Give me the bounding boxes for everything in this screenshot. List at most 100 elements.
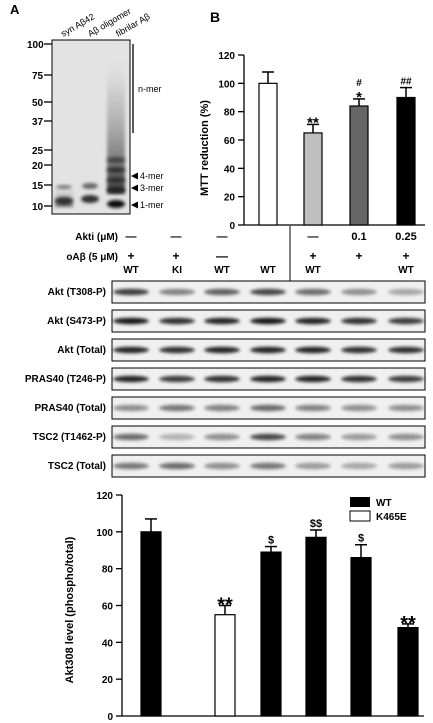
blot-band <box>341 375 377 383</box>
mtt-y-tick-label: 80 <box>224 108 236 119</box>
oab-value: + <box>172 249 179 263</box>
akt-y-tick-label: 20 <box>102 675 114 686</box>
blot-band <box>388 433 424 441</box>
blot-band <box>204 433 240 441</box>
blot-band <box>204 288 240 296</box>
akt-y-tick-label: 120 <box>96 491 113 502</box>
treatment-cells: — — — — 0.1 0.25 + + — + + + WT KI WT WT WT WT <box>123 231 416 276</box>
panel-b-label: B <box>210 9 220 25</box>
oab-label: oAβ (5 μM) <box>66 252 118 263</box>
blot-band <box>341 404 377 412</box>
blot-band <box>295 288 331 296</box>
mtt-significance: # <box>356 78 362 89</box>
akt-significance: $ <box>268 535 274 547</box>
oab-value: + <box>309 249 316 263</box>
oab-value: + <box>402 249 409 263</box>
gel-marker: 75 <box>32 71 44 82</box>
blot-band <box>388 317 424 325</box>
blot-band <box>250 404 286 412</box>
fibrillar-smear <box>107 44 125 194</box>
blot-band <box>295 317 331 325</box>
blot-band <box>113 317 149 325</box>
arrow-icon <box>131 172 138 180</box>
genotype-value: WT <box>260 265 276 276</box>
akt-y-tick-label: 40 <box>102 638 114 649</box>
legend-swatch <box>350 497 370 507</box>
genotype-value: WT <box>398 265 414 276</box>
akt-significance: $ <box>358 533 364 545</box>
akti-value: — <box>171 231 182 243</box>
akt-bar <box>350 557 372 717</box>
blot-band <box>250 462 286 470</box>
blot-band <box>113 404 149 412</box>
mtt-y-tick-label: 120 <box>218 51 235 62</box>
blot-label: Akt (S473-P) <box>47 316 106 327</box>
blot-band <box>341 288 377 296</box>
legend-label: K465E <box>376 512 407 523</box>
band-label: 3-mer <box>140 183 164 193</box>
akti-label: Akti (μM) <box>75 232 118 243</box>
genotype-value: WT <box>214 265 230 276</box>
blot-label: PRAS40 (Total) <box>35 403 107 414</box>
arrow-icon <box>131 184 138 192</box>
gel-band <box>56 185 72 189</box>
blot-band <box>159 404 195 412</box>
oab-value: — <box>216 249 228 263</box>
blot-band <box>159 375 195 383</box>
akti-value: 0.25 <box>395 231 416 243</box>
blot-band <box>113 375 149 383</box>
mtt-significance: * <box>356 89 362 106</box>
treatment-table: Akti (μM) oAβ (5 μM) — — — — 0.1 0.25 + + — + + + WT… <box>66 226 417 290</box>
akt-ticks: 0 20 40 60 80 100 120 <box>96 491 122 723</box>
genotype-value: KI <box>172 265 182 276</box>
blot-band <box>295 462 331 470</box>
blot-band <box>250 433 286 441</box>
genotype-value: WT <box>305 265 321 276</box>
akt-bar <box>397 626 419 717</box>
blot-band <box>250 375 286 383</box>
akti-value: — <box>126 231 137 243</box>
band-label: 4-mer <box>140 171 164 181</box>
genotype-value: WT <box>123 265 139 276</box>
blot-band <box>159 433 195 441</box>
blot-band <box>113 433 149 441</box>
akt-bar <box>214 614 236 717</box>
legend-label: WT <box>376 498 392 509</box>
mtt-significance: ## <box>400 77 412 88</box>
gel-band <box>107 167 125 173</box>
gel-band <box>107 200 125 208</box>
blot-band <box>295 346 331 354</box>
akt-y-tick-label: 60 <box>102 602 114 613</box>
legend-swatch <box>349 510 371 522</box>
blot-band <box>250 288 286 296</box>
gel-band <box>55 197 73 205</box>
arrow-icon <box>131 201 138 209</box>
blot-band <box>204 404 240 412</box>
blot-label: PRAS40 (T246-P) <box>25 374 106 385</box>
akt-y-axis-label: Akt308 level (phospho/total) <box>64 536 76 683</box>
blot-band <box>388 375 424 383</box>
akt-bar <box>305 536 327 717</box>
gel-band <box>81 195 99 203</box>
blot-band <box>295 433 331 441</box>
blot-band <box>113 462 149 470</box>
mtt-bar <box>396 96 416 226</box>
akt-legend: WT K465E <box>349 497 407 523</box>
gel-marker: 15 <box>32 181 44 192</box>
panel-a-label: A <box>10 2 20 17</box>
mtt-y-tick-label: 20 <box>224 193 236 204</box>
blot-band <box>341 317 377 325</box>
mtt-y-axis-label: MTT reduction (%) <box>199 100 211 196</box>
gel-band <box>82 183 98 189</box>
gel-band <box>107 157 125 163</box>
oab-value: + <box>127 249 134 263</box>
mtt-y-tick-label: 0 <box>229 221 235 232</box>
band-label: n-mer <box>138 84 162 94</box>
blot-band <box>341 433 377 441</box>
akt-chart: Akt308 level (phospho/total) 0 20 40 60 80 10… <box>64 491 424 723</box>
gel-marker: 25 <box>32 146 44 157</box>
blot-band <box>204 317 240 325</box>
blot-band <box>159 317 195 325</box>
akt-bar <box>140 531 162 717</box>
gel-marker: 20 <box>32 161 44 172</box>
